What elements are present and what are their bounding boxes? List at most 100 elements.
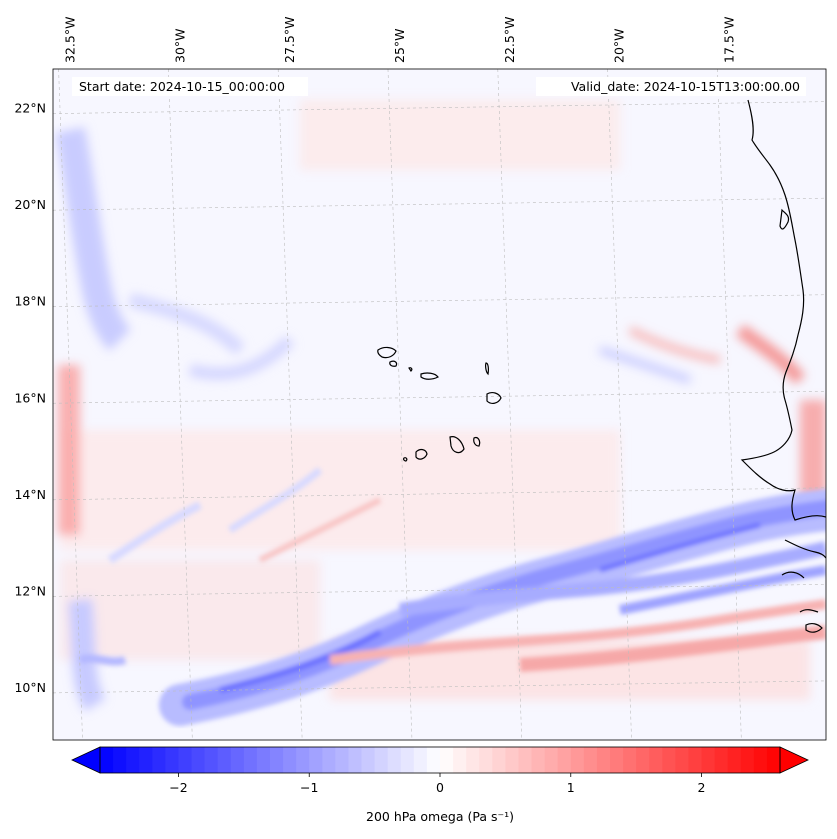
- parallel-gridline: [53, 680, 826, 694]
- colorbar-segment: [191, 747, 206, 773]
- lat-tick-label: 16°N: [14, 390, 46, 405]
- colorbar-high-extension: [779, 746, 809, 774]
- colorbar-segment: [505, 747, 520, 773]
- colorbar-segment: [753, 747, 768, 773]
- meridian-gridline: [717, 69, 742, 740]
- colorbar-segment: [256, 747, 271, 773]
- colorbar-segment: [596, 747, 611, 773]
- colorbar-segment: [688, 747, 703, 773]
- colorbar-segment: [400, 747, 415, 773]
- meridian-gridline: [497, 69, 523, 740]
- parallel-gridline: [53, 487, 826, 501]
- coastlines: [740, 99, 826, 633]
- colorbar-segment: [453, 747, 467, 773]
- colorbar-segment: [740, 747, 755, 773]
- latitude-tick-labels: 10°N 12°N 14°N 16°N 18°N 20°N 22°N: [14, 101, 46, 695]
- colorbar-segment: [230, 747, 245, 773]
- colorbar-low-extension: [71, 746, 101, 774]
- lat-tick-label: 20°N: [14, 197, 46, 212]
- lat-tick-label: 18°N: [14, 294, 46, 309]
- meridian-gridline: [607, 69, 632, 740]
- cape-verde-islands: [377, 346, 502, 462]
- colorbar-segment: [243, 747, 258, 773]
- colorbar-segment: [113, 747, 127, 773]
- colorbar-segment: [714, 747, 729, 773]
- parallel-gridline: [53, 390, 826, 404]
- colorbar-segment: [296, 747, 310, 773]
- colorbar-segment: [387, 747, 402, 773]
- lat-tick-label: 12°N: [14, 583, 46, 598]
- colorbar-segment: [204, 747, 219, 773]
- colorbar-segment: [361, 747, 376, 773]
- colorbar-segment: [440, 747, 454, 773]
- colorbar-segment: [348, 747, 363, 773]
- lon-tick-label: 25°W: [392, 28, 407, 63]
- colorbar-segment: [139, 747, 153, 773]
- colorbar-segment: [649, 747, 663, 773]
- colorbar-segment: [426, 747, 441, 773]
- colorbar-segment: [570, 747, 585, 773]
- lat-tick-label: 10°N: [14, 680, 46, 695]
- colorbar-label: 200 hPa omega (Pa s⁻¹): [366, 809, 514, 824]
- lon-tick-label: 32.5°W: [63, 17, 78, 63]
- colorbar-segments: [100, 747, 781, 773]
- colorbar-tick-label: 0: [436, 780, 444, 795]
- colorbar-tick-label: −1: [300, 780, 318, 795]
- lat-tick-label: 14°N: [14, 487, 46, 502]
- colorbar-segment: [178, 747, 193, 773]
- lat-tick-label: 22°N: [14, 101, 46, 116]
- meridian-gridline: [58, 69, 83, 740]
- colorbar-segment: [518, 747, 533, 773]
- omega-field: [55, 100, 826, 726]
- colorbar-tick-label: −2: [169, 780, 187, 795]
- colorbar-tick-label: 1: [567, 780, 575, 795]
- valid-date-label: Valid_date: 2024-10-15T13:00:00.00: [571, 79, 800, 94]
- colorbar-segment: [466, 747, 480, 773]
- colorbar-ticks: −2 −1 0 1 2: [169, 773, 706, 795]
- valid-date-box: [536, 77, 806, 96]
- colorbar-segment: [557, 747, 572, 773]
- meridian-gridline: [387, 69, 413, 740]
- lon-tick-label: 27.5°W: [282, 17, 297, 63]
- longitude-tick-labels: 32.5°W 30°W 27.5°W 25°W 22.5°W 20°W 17.5°W: [63, 17, 737, 63]
- colorbar-segment: [217, 747, 232, 773]
- colorbar-segment: [413, 747, 428, 773]
- parallel-gridline: [53, 294, 826, 308]
- colorbar-segment: [583, 747, 598, 773]
- colorbar-segment: [766, 747, 781, 773]
- colorbar-segment: [701, 747, 716, 773]
- gridlines: [53, 69, 826, 740]
- colorbar-tick-label: 2: [698, 780, 706, 795]
- start-date-label: Start date: 2024-10-15_00:00:00: [79, 79, 285, 94]
- colorbar-segment: [492, 747, 506, 773]
- parallel-gridline: [53, 584, 826, 597]
- colorbar: −2 −1 0 1 2 200 hPa omega (Pa s⁻¹): [71, 746, 809, 824]
- colorbar-segment: [636, 747, 650, 773]
- lon-tick-label: 22.5°W: [502, 17, 517, 63]
- colorbar-segment: [100, 747, 114, 773]
- lon-tick-label: 20°W: [612, 28, 627, 63]
- colorbar-segment: [662, 747, 676, 773]
- colorbar-segment: [479, 747, 493, 773]
- colorbar-segment: [335, 747, 350, 773]
- colorbar-segment: [727, 747, 742, 773]
- colorbar-segment: [623, 747, 637, 773]
- colorbar-segment: [270, 747, 284, 773]
- colorbar-segment: [544, 747, 559, 773]
- start-date-box: [72, 77, 308, 96]
- colorbar-segment: [610, 747, 624, 773]
- meridian-gridline: [168, 69, 193, 740]
- colorbar-segment: [152, 747, 166, 773]
- africa-coastline: [740, 99, 826, 521]
- parallel-gridline: [53, 197, 826, 211]
- colorbar-segment: [675, 747, 690, 773]
- parallel-gridline: [53, 101, 826, 114]
- colorbar-segment: [531, 747, 546, 773]
- lon-tick-label: 17.5°W: [721, 17, 736, 63]
- colorbar-segment: [309, 747, 323, 773]
- colorbar-segment: [283, 747, 297, 773]
- plot-frame: [52, 68, 827, 741]
- colorbar-segment: [322, 747, 336, 773]
- meridian-gridline: [277, 69, 303, 740]
